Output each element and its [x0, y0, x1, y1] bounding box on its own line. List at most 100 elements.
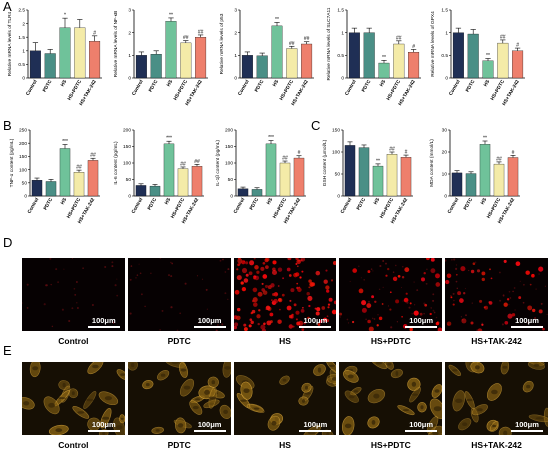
cell-nucleus: [160, 373, 166, 377]
cell-nucleus: [224, 366, 231, 370]
fluor-dot: [161, 309, 164, 312]
fluor-dot: [264, 265, 269, 269]
fluor-dot: [74, 294, 77, 296]
micro-bg-d-1: [127, 258, 231, 331]
category-label-gpx4-1: PDTC: [465, 79, 477, 94]
scale-bar-text: 100μm: [91, 316, 116, 326]
fluor-dot: [429, 312, 433, 316]
fluor-dot: [489, 268, 492, 271]
y-tick-label-slc7a11-3: 1.5: [337, 8, 344, 14]
fluor-dot: [269, 312, 273, 317]
fluor-dot: [248, 324, 252, 328]
fluor-dot: [414, 310, 420, 316]
cell-nucleus: [180, 368, 186, 372]
fluor-dot: [169, 261, 172, 264]
fluor-dot: [26, 306, 29, 309]
y-tick-label-p53-3: 3: [234, 8, 237, 14]
fluor-dot: [432, 309, 435, 312]
cell-nucleus: [58, 397, 66, 400]
fluor-dot: [236, 275, 242, 281]
fluorescence-image-2: 100μm: [233, 258, 337, 331]
category-label-gpx4-3: HS+PDTC: [490, 79, 507, 102]
fluor-dot: [259, 324, 266, 330]
fluor-dot: [298, 276, 302, 279]
cell-nucleus: [192, 405, 199, 410]
cell-nucleus: [434, 389, 440, 393]
fluor-dot: [116, 294, 119, 297]
fluor-dot: [532, 308, 536, 313]
y-axis-label-mda: MDA content (mmol/L): [429, 139, 435, 187]
fluor-dot: [179, 312, 181, 315]
category-label-tnfa-0: Control: [27, 197, 41, 215]
scale-bar-line: [510, 326, 543, 328]
scale-bar-e-0: 100μm: [87, 421, 120, 432]
fluor-dot: [45, 284, 48, 287]
signif-gpx4-2: **: [486, 53, 490, 59]
category-label-nfkb-3: HS+PDTC: [173, 79, 190, 102]
y-tick-label-gsh-0: 0: [337, 194, 340, 200]
cell-nucleus: [194, 398, 200, 401]
y-tick-label-gpx4-0: 0: [445, 76, 448, 82]
fluor-dot: [224, 292, 227, 295]
label-d-control: Control: [58, 336, 89, 346]
fluor-dot: [423, 312, 426, 315]
fluor-dot: [445, 279, 450, 285]
fluor-dot: [61, 308, 64, 311]
fluor-dot: [420, 312, 423, 316]
y-tick-label-il6-4: 200: [123, 128, 131, 134]
fluor-dot: [221, 323, 224, 326]
fluor-dot: [503, 302, 509, 307]
fluor-dot: [206, 308, 208, 310]
fluor-dot: [332, 261, 337, 265]
fluor-dot: [144, 305, 146, 308]
fluor-dot: [266, 320, 271, 326]
micro-row-e: 100μm 100μm 100μm 100μm 100μm: [22, 362, 548, 435]
y-tick-label-tnfa-3: 150: [19, 154, 27, 160]
chart-svg-gpx4: Relative mRNA levels of GPX4 0 0.5 1 1.5 Cont…: [430, 8, 525, 107]
y-tick-label-tlr4-3: 1.5: [18, 35, 25, 41]
fluor-dot: [509, 297, 512, 299]
fluor-dot: [530, 283, 532, 286]
cell-nucleus: [208, 396, 217, 400]
fluor-dot: [82, 267, 84, 269]
category-label-slc7a11-1: PDTC: [361, 79, 373, 94]
label-e-hs-pdtc: HS+PDTC: [370, 440, 411, 450]
scale-bar-d-4: 100μm: [510, 317, 543, 328]
category-label-tnfa-2: HS: [60, 196, 69, 205]
stain-image-0: 100μm: [22, 362, 125, 435]
fluor-dot: [75, 281, 78, 283]
signif-il1b-2: ***: [268, 135, 274, 141]
fluor-dot: [50, 283, 52, 286]
signif-slc7a11-3: ##: [396, 35, 402, 41]
scale-bar-line: [299, 430, 332, 432]
fluor-dot: [538, 309, 543, 314]
scale-bar-e-4: 100μm: [510, 421, 543, 432]
fluor-dot: [477, 328, 483, 331]
category-label-mda-2: HS: [480, 196, 489, 205]
fluor-dot: [330, 279, 333, 282]
fluor-dot: [404, 267, 410, 273]
cell-nucleus: [345, 423, 352, 429]
fluor-dot: [241, 267, 247, 274]
fluor-dot: [300, 258, 305, 262]
cell-nucleus: [533, 363, 540, 367]
fluor-dot: [471, 302, 474, 304]
scale-bar-line: [87, 326, 120, 328]
fluor-dot: [241, 286, 246, 292]
cell-nucleus: [455, 398, 463, 403]
micro-svg-e-4: [445, 362, 548, 435]
fluor-dot: [294, 258, 299, 260]
fluor-dot: [382, 260, 385, 262]
fluor-dot: [129, 278, 132, 281]
fluor-dot: [198, 322, 200, 324]
fluor-dot: [300, 270, 304, 273]
fluor-dot: [450, 294, 452, 297]
cell-nucleus: [420, 405, 424, 410]
scale-bar-d-3: 100μm: [405, 317, 438, 328]
signif-p53-3: ##: [289, 41, 295, 47]
bar-gsh-1: [358, 147, 370, 197]
fluor-dot: [393, 276, 398, 282]
fluor-dot: [361, 300, 367, 306]
y-tick-label-il1b-4: 200: [225, 128, 233, 134]
bar-gsh-3: [386, 154, 398, 197]
